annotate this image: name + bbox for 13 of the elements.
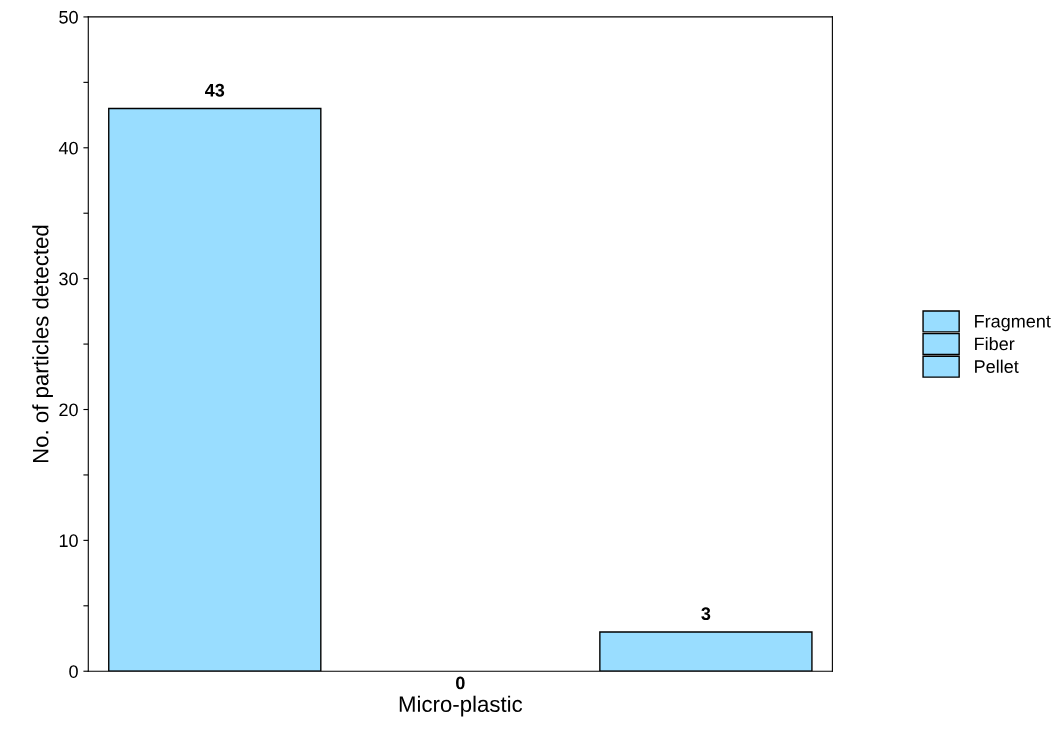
- data-label: 3: [701, 607, 711, 621]
- legend-label: Pellet: [975, 359, 1019, 373]
- x-axis-title: Micro-plastic: [399, 695, 523, 717]
- y-tick-label: 20: [59, 403, 78, 417]
- y-tick-label: 30: [59, 272, 78, 286]
- y-tick-label: 10: [59, 534, 78, 548]
- legend-label: Fiber: [975, 337, 1015, 351]
- y-tick-label: 40: [58, 141, 78, 155]
- y-axis-title: No. of particles detected: [32, 225, 53, 463]
- data-label: 43: [205, 83, 225, 97]
- y-tick-label: 0: [69, 665, 78, 678]
- y-tick-label: 50: [59, 10, 78, 24]
- legend-label: Fragment: [975, 315, 1051, 332]
